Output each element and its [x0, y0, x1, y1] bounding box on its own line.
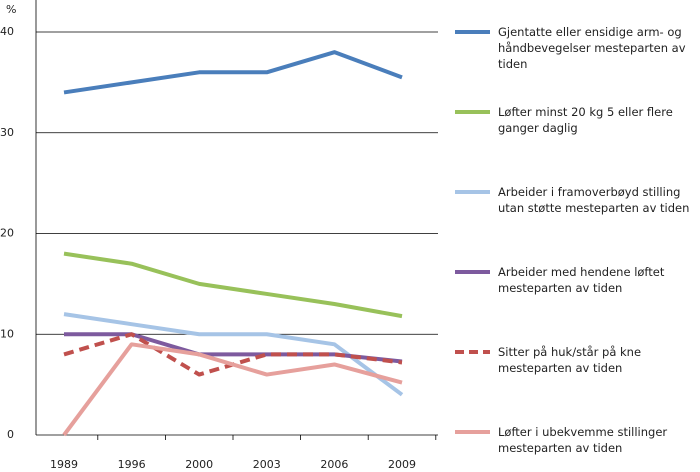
- legend-label: Arbeider med hendene løftet mesteparten …: [498, 265, 665, 295]
- x-tick-label: 1989: [50, 458, 78, 471]
- x-tick-label: 2009: [388, 458, 416, 471]
- y-axis-label: %: [6, 3, 16, 16]
- legend-label: Sitter på huk/står på kne mesteparten av…: [498, 345, 642, 375]
- series-line: [64, 332, 403, 364]
- y-tick-label: 0: [7, 428, 14, 441]
- y-tick-label: 10: [0, 327, 14, 340]
- x-tick-label: 2000: [185, 458, 213, 471]
- y-tick-label: 20: [0, 227, 14, 240]
- series-line: [63, 50, 403, 95]
- x-tick-label: 1996: [118, 458, 146, 471]
- series-line: [63, 312, 404, 397]
- x-tick-label: 2006: [320, 458, 348, 471]
- legend-label: Løfter i ubekvemme stillinger mesteparte…: [498, 425, 668, 455]
- x-tick-label: 2003: [253, 458, 281, 471]
- legend-label: Arbeider i framoverbøyd stilling utan st…: [498, 185, 690, 215]
- legend-label: Løfter minst 20 kg 5 eller flere ganger …: [498, 105, 673, 135]
- y-tick-label: 40: [0, 25, 14, 38]
- series-line: [63, 251, 403, 319]
- series-line: [62, 342, 403, 437]
- legend-label: Gjentatte eller ensidige arm- og håndbev…: [498, 25, 686, 71]
- y-tick-label: 30: [0, 126, 14, 139]
